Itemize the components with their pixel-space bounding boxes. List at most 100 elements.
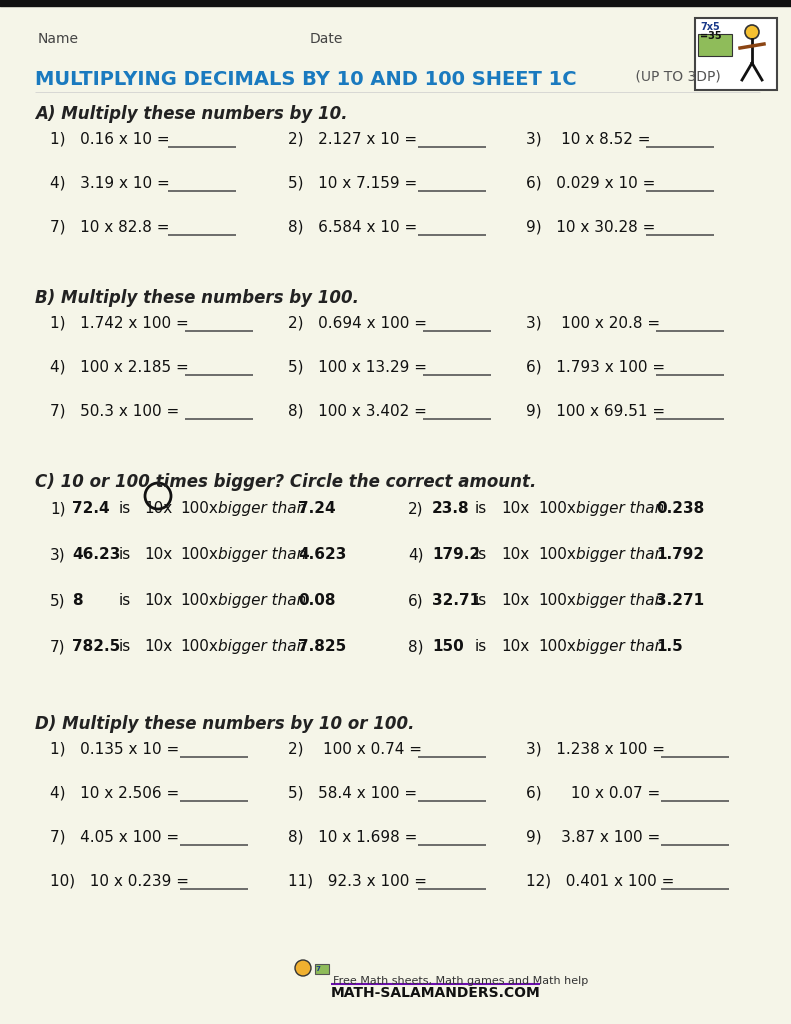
- Text: 6)   1.793 x 100 =: 6) 1.793 x 100 =: [526, 359, 665, 374]
- Text: bigger than: bigger than: [218, 593, 306, 608]
- Bar: [698, 34, 732, 56]
- Text: 10x: 10x: [144, 547, 172, 562]
- Text: 7x5: 7x5: [700, 22, 720, 32]
- Text: 7: 7: [315, 966, 320, 972]
- Circle shape: [745, 25, 759, 39]
- Bar: [315, 964, 329, 974]
- Text: 6): 6): [408, 593, 424, 608]
- Text: 72.4: 72.4: [72, 501, 110, 516]
- Text: 3)    100 x 20.8 =: 3) 100 x 20.8 =: [526, 315, 660, 330]
- Text: =35: =35: [700, 31, 721, 41]
- Text: 4.623: 4.623: [298, 547, 346, 562]
- Text: 7)   50.3 x 100 =: 7) 50.3 x 100 =: [50, 403, 180, 418]
- Text: 150: 150: [432, 639, 464, 654]
- Text: 10x: 10x: [501, 501, 529, 516]
- Text: bigger than: bigger than: [576, 547, 664, 562]
- Text: 8)   100 x 3.402 =: 8) 100 x 3.402 =: [288, 403, 427, 418]
- Text: 8)   10 x 1.698 =: 8) 10 x 1.698 =: [288, 829, 418, 844]
- Text: MULTIPLYING DECIMALS BY 10 AND 100 SHEET 1C: MULTIPLYING DECIMALS BY 10 AND 100 SHEET…: [35, 70, 577, 89]
- Text: 1.5: 1.5: [656, 639, 683, 654]
- Text: 32.71: 32.71: [432, 593, 480, 608]
- Text: 7.24: 7.24: [298, 501, 335, 516]
- Text: 7)   10 x 82.8 =: 7) 10 x 82.8 =: [50, 219, 169, 234]
- Text: 100x: 100x: [180, 547, 218, 562]
- Text: 4)   10 x 2.506 =: 4) 10 x 2.506 =: [50, 785, 180, 800]
- Text: 6)      10 x 0.07 =: 6) 10 x 0.07 =: [526, 785, 660, 800]
- Text: bigger than: bigger than: [218, 501, 306, 516]
- Text: 2)    100 x 0.74 =: 2) 100 x 0.74 =: [288, 741, 422, 756]
- Text: is: is: [119, 547, 131, 562]
- Text: A) Multiply these numbers by 10.: A) Multiply these numbers by 10.: [35, 105, 347, 123]
- Text: 7)   4.05 x 100 =: 7) 4.05 x 100 =: [50, 829, 179, 844]
- Text: 100x: 100x: [538, 639, 576, 654]
- Text: 7.825: 7.825: [298, 639, 346, 654]
- Text: Name: Name: [38, 32, 79, 46]
- Text: 10x: 10x: [144, 639, 172, 654]
- Text: Date: Date: [310, 32, 343, 46]
- Text: 12)   0.401 x 100 =: 12) 0.401 x 100 =: [526, 873, 675, 888]
- Circle shape: [295, 961, 311, 976]
- Text: 3): 3): [50, 547, 66, 562]
- Text: bigger than: bigger than: [218, 639, 306, 654]
- Bar: [695, 18, 777, 90]
- Text: 7): 7): [50, 639, 66, 654]
- Text: 10x: 10x: [501, 547, 529, 562]
- Text: 5)   10 x 7.159 =: 5) 10 x 7.159 =: [288, 175, 417, 190]
- Text: 1)   0.16 x 10 =: 1) 0.16 x 10 =: [50, 131, 169, 146]
- Text: MATH-SALAMANDERS.COM: MATH-SALAMANDERS.COM: [331, 986, 541, 1000]
- Text: 10x: 10x: [144, 501, 172, 516]
- Text: B) Multiply these numbers by 100.: B) Multiply these numbers by 100.: [35, 289, 359, 307]
- Text: 6)   0.029 x 10 =: 6) 0.029 x 10 =: [526, 175, 656, 190]
- Text: 2)   0.694 x 100 =: 2) 0.694 x 100 =: [288, 315, 427, 330]
- Text: bigger than: bigger than: [218, 547, 306, 562]
- Text: 179.2: 179.2: [432, 547, 480, 562]
- Text: 100x: 100x: [538, 547, 576, 562]
- Text: 8): 8): [408, 639, 423, 654]
- Text: is: is: [475, 639, 487, 654]
- Text: is: is: [475, 501, 487, 516]
- Text: 2)   2.127 x 10 =: 2) 2.127 x 10 =: [288, 131, 417, 146]
- Text: 10)   10 x 0.239 =: 10) 10 x 0.239 =: [50, 873, 189, 888]
- Text: 100x: 100x: [180, 639, 218, 654]
- Text: 1.792: 1.792: [656, 547, 704, 562]
- Text: 5)   58.4 x 100 =: 5) 58.4 x 100 =: [288, 785, 417, 800]
- Text: 11)   92.3 x 100 =: 11) 92.3 x 100 =: [288, 873, 427, 888]
- Text: D) Multiply these numbers by 10 or 100.: D) Multiply these numbers by 10 or 100.: [35, 715, 414, 733]
- Text: 782.5: 782.5: [72, 639, 120, 654]
- Text: 3.271: 3.271: [656, 593, 704, 608]
- Text: 1)   1.742 x 100 =: 1) 1.742 x 100 =: [50, 315, 189, 330]
- Text: C) 10 or 100 times bigger? Circle the correct amount.: C) 10 or 100 times bigger? Circle the co…: [35, 473, 536, 490]
- Text: is: is: [119, 593, 131, 608]
- Text: 5)   100 x 13.29 =: 5) 100 x 13.29 =: [288, 359, 427, 374]
- Text: 9)   100 x 69.51 =: 9) 100 x 69.51 =: [526, 403, 665, 418]
- Text: 10x: 10x: [501, 639, 529, 654]
- Text: bigger than: bigger than: [576, 593, 664, 608]
- Text: (UP TO 3DP): (UP TO 3DP): [631, 70, 721, 84]
- Text: 23.8: 23.8: [432, 501, 470, 516]
- Text: 3)   1.238 x 100 =: 3) 1.238 x 100 =: [526, 741, 665, 756]
- Text: 0.238: 0.238: [656, 501, 704, 516]
- Text: 46.23: 46.23: [72, 547, 120, 562]
- Text: is: is: [475, 547, 487, 562]
- Text: Free Math sheets, Math games and Math help: Free Math sheets, Math games and Math he…: [333, 976, 589, 986]
- Text: 100x: 100x: [180, 501, 218, 516]
- Text: 4): 4): [408, 547, 423, 562]
- Text: 0.08: 0.08: [298, 593, 335, 608]
- Text: 10x: 10x: [144, 593, 172, 608]
- Text: 9)   10 x 30.28 =: 9) 10 x 30.28 =: [526, 219, 656, 234]
- Text: 100x: 100x: [180, 593, 218, 608]
- Text: 10x: 10x: [501, 593, 529, 608]
- Text: is: is: [475, 593, 487, 608]
- Text: 100x: 100x: [538, 501, 576, 516]
- Text: bigger than: bigger than: [576, 501, 664, 516]
- Text: 1)   0.135 x 10 =: 1) 0.135 x 10 =: [50, 741, 180, 756]
- Text: 4)   3.19 x 10 =: 4) 3.19 x 10 =: [50, 175, 170, 190]
- Text: 8: 8: [72, 593, 82, 608]
- Text: is: is: [119, 639, 131, 654]
- Text: 3)    10 x 8.52 =: 3) 10 x 8.52 =: [526, 131, 650, 146]
- Text: 100x: 100x: [538, 593, 576, 608]
- Text: is: is: [119, 501, 131, 516]
- Text: 1): 1): [50, 501, 66, 516]
- Text: 2): 2): [408, 501, 423, 516]
- Text: bigger than: bigger than: [576, 639, 664, 654]
